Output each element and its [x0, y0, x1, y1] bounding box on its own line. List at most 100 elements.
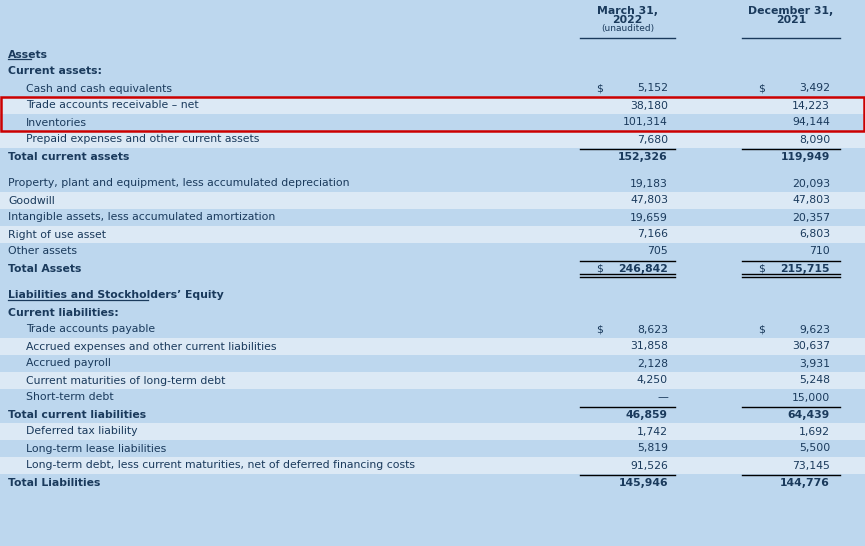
Text: 19,659: 19,659 — [630, 212, 668, 223]
Text: 705: 705 — [647, 246, 668, 257]
Text: 5,500: 5,500 — [798, 443, 830, 454]
Text: 94,144: 94,144 — [792, 117, 830, 128]
Text: 6,803: 6,803 — [799, 229, 830, 240]
Text: Current assets:: Current assets: — [8, 67, 102, 76]
Text: Current maturities of long-term debt: Current maturities of long-term debt — [26, 376, 226, 385]
Bar — [0, 457, 865, 474]
Text: —: — — [657, 393, 668, 402]
Text: 2021: 2021 — [776, 15, 806, 25]
Text: 710: 710 — [810, 246, 830, 257]
Text: Assets: Assets — [8, 50, 48, 60]
Text: Inventories: Inventories — [26, 117, 87, 128]
Text: Accrued expenses and other current liabilities: Accrued expenses and other current liabi… — [26, 341, 277, 352]
Text: 3,931: 3,931 — [799, 359, 830, 369]
Text: 5,152: 5,152 — [637, 84, 668, 93]
Text: 8,090: 8,090 — [798, 134, 830, 145]
Bar — [0, 355, 865, 372]
Bar — [0, 321, 865, 338]
Text: Total current liabilities: Total current liabilities — [8, 410, 146, 419]
Text: 46,859: 46,859 — [626, 410, 668, 419]
Text: Accrued payroll: Accrued payroll — [26, 359, 111, 369]
Bar — [0, 114, 865, 131]
Bar — [0, 260, 865, 277]
Bar — [0, 97, 865, 114]
Text: $: $ — [596, 264, 603, 274]
Text: 246,842: 246,842 — [618, 264, 668, 274]
Bar — [0, 406, 865, 423]
Text: Trade accounts receivable – net: Trade accounts receivable – net — [26, 100, 199, 110]
Bar — [0, 46, 865, 63]
Text: 19,183: 19,183 — [630, 179, 668, 188]
Bar — [0, 277, 865, 287]
Text: Short-term debt: Short-term debt — [26, 393, 113, 402]
Bar — [0, 372, 865, 389]
Bar — [1, 97, 864, 131]
Bar — [0, 80, 865, 97]
Bar — [0, 474, 865, 491]
Text: Other assets: Other assets — [8, 246, 77, 257]
Text: 15,000: 15,000 — [791, 393, 830, 402]
Bar — [0, 338, 865, 355]
Text: 1,692: 1,692 — [799, 426, 830, 436]
Text: 20,093: 20,093 — [791, 179, 830, 188]
Text: Total current assets: Total current assets — [8, 151, 130, 162]
Bar — [0, 389, 865, 406]
Text: Long-term debt, less current maturities, net of deferred financing costs: Long-term debt, less current maturities,… — [26, 460, 415, 471]
Bar — [0, 209, 865, 226]
Bar — [0, 63, 865, 80]
Bar — [0, 175, 865, 192]
Text: 1,742: 1,742 — [637, 426, 668, 436]
Text: 119,949: 119,949 — [780, 151, 830, 162]
Text: 8,623: 8,623 — [637, 324, 668, 335]
Text: Deferred tax liability: Deferred tax liability — [26, 426, 138, 436]
Text: 47,803: 47,803 — [792, 195, 830, 205]
Text: 47,803: 47,803 — [630, 195, 668, 205]
Text: Liabilities and Stockholders’ Equity: Liabilities and Stockholders’ Equity — [8, 290, 224, 300]
Text: 31,858: 31,858 — [630, 341, 668, 352]
Text: Long-term lease liabilities: Long-term lease liabilities — [26, 443, 166, 454]
Text: 20,357: 20,357 — [792, 212, 830, 223]
Text: Current liabilities:: Current liabilities: — [8, 307, 119, 318]
Text: Prepaid expenses and other current assets: Prepaid expenses and other current asset… — [26, 134, 260, 145]
Text: 30,637: 30,637 — [792, 341, 830, 352]
Text: 38,180: 38,180 — [630, 100, 668, 110]
Text: Cash and cash equivalents: Cash and cash equivalents — [26, 84, 172, 93]
Bar — [0, 423, 865, 440]
Bar — [0, 192, 865, 209]
Text: 14,223: 14,223 — [792, 100, 830, 110]
Text: $: $ — [758, 84, 765, 93]
Text: 64,439: 64,439 — [788, 410, 830, 419]
Bar — [0, 287, 865, 304]
Text: 3,492: 3,492 — [799, 84, 830, 93]
Text: (unaudited): (unaudited) — [601, 24, 654, 33]
Text: 2,128: 2,128 — [637, 359, 668, 369]
Text: Right of use asset: Right of use asset — [8, 229, 106, 240]
Text: $: $ — [596, 84, 603, 93]
Text: Goodwill: Goodwill — [8, 195, 54, 205]
Text: 5,819: 5,819 — [637, 443, 668, 454]
Text: 215,715: 215,715 — [780, 264, 830, 274]
Text: 144,776: 144,776 — [780, 478, 830, 488]
Text: 5,248: 5,248 — [799, 376, 830, 385]
Bar — [0, 131, 865, 148]
Bar — [0, 148, 865, 165]
Text: 9,623: 9,623 — [799, 324, 830, 335]
Text: 152,326: 152,326 — [618, 151, 668, 162]
Text: 2022: 2022 — [612, 15, 643, 25]
Text: 4,250: 4,250 — [637, 376, 668, 385]
Text: $: $ — [596, 324, 603, 335]
Bar — [0, 440, 865, 457]
Bar — [0, 226, 865, 243]
Text: Trade accounts payable: Trade accounts payable — [26, 324, 155, 335]
Text: 7,166: 7,166 — [637, 229, 668, 240]
Text: 91,526: 91,526 — [630, 460, 668, 471]
Bar — [0, 165, 865, 175]
Bar — [0, 304, 865, 321]
Text: Intangible assets, less accumulated amortization: Intangible assets, less accumulated amor… — [8, 212, 275, 223]
Text: Property, plant and equipment, less accumulated depreciation: Property, plant and equipment, less accu… — [8, 179, 349, 188]
Text: December 31,: December 31, — [748, 6, 834, 16]
Bar — [0, 243, 865, 260]
Text: Total Assets: Total Assets — [8, 264, 81, 274]
Text: March 31,: March 31, — [597, 6, 658, 16]
Text: $: $ — [758, 264, 765, 274]
